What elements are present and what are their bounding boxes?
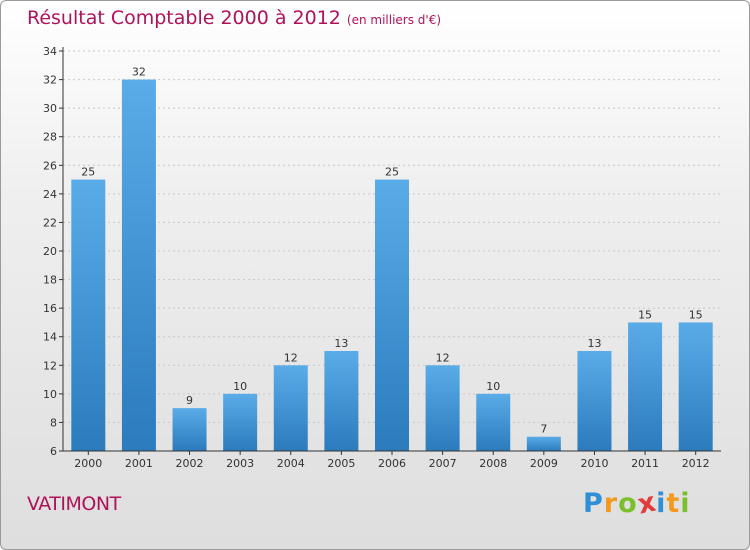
- y-tick-label: 8: [50, 416, 57, 429]
- x-tick-label: 2009: [530, 457, 558, 470]
- bar: [324, 351, 359, 451]
- x-tick-label: 2007: [429, 457, 457, 470]
- y-tick-label: 28: [43, 131, 57, 144]
- bar-value-label: 12: [284, 351, 298, 364]
- bar-value-label: 10: [233, 380, 247, 393]
- unit-label: (en milliers d'€): [346, 13, 442, 27]
- bar-value-label: 7: [540, 423, 547, 436]
- bar: [172, 408, 207, 451]
- bar-value-label: 32: [132, 66, 146, 79]
- logo-letter: i: [656, 488, 667, 519]
- bar: [678, 322, 713, 451]
- logo-letter: r: [603, 488, 619, 519]
- bar: [526, 436, 561, 451]
- bars: 25 32 9 10 12 13 25 12 10 7 13 15 15: [71, 66, 713, 452]
- bar-value-label: 13: [334, 337, 348, 350]
- logo-letter: o: [618, 488, 638, 519]
- y-tick-label: 30: [43, 102, 57, 115]
- bar-value-label: 25: [385, 166, 399, 179]
- y-tick-label: 10: [43, 388, 57, 401]
- x-tick-label: 2010: [580, 457, 608, 470]
- bar: [425, 365, 460, 451]
- y-tick-label: 18: [43, 274, 57, 287]
- bar: [121, 79, 156, 452]
- bar: [476, 393, 511, 451]
- x-tick-label: 2001: [125, 457, 153, 470]
- y-tick-label: 12: [43, 359, 57, 372]
- bar-value-label: 12: [436, 351, 450, 364]
- y-tick-label: 22: [43, 216, 57, 229]
- logo-letter: i: [680, 488, 691, 519]
- x-tick-label: 2005: [327, 457, 355, 470]
- y-tick-label: 34: [43, 45, 57, 58]
- bar-value-label: 13: [587, 337, 601, 350]
- chart-title-text: Résultat Comptable 2000 à 2012: [27, 7, 341, 29]
- x-tick-label: 2004: [277, 457, 305, 470]
- y-tick-label: 14: [43, 331, 57, 344]
- bar-value-label: 9: [186, 394, 193, 407]
- bar-value-label: 10: [486, 380, 500, 393]
- y-tick-label: 32: [43, 74, 57, 87]
- bar-value-label: 25: [81, 166, 95, 179]
- y-tick-label: 26: [43, 159, 57, 172]
- bar: [577, 351, 612, 451]
- logo-letter: P: [583, 488, 604, 519]
- y-tick-label: 24: [43, 188, 57, 201]
- x-tick-label: 2008: [479, 457, 507, 470]
- logo-letter: t: [666, 488, 681, 519]
- bar-value-label: 15: [638, 308, 652, 321]
- bar: [223, 393, 258, 451]
- bar: [71, 179, 106, 452]
- bar-value-label: 15: [689, 308, 703, 321]
- y-tick-label: 6: [50, 445, 57, 458]
- x-tick-label: 2003: [226, 457, 254, 470]
- bar: [628, 322, 663, 451]
- x-tick-label: 2006: [378, 457, 406, 470]
- x-tick-label: 2011: [631, 457, 659, 470]
- location-name: VATIMONT: [27, 493, 121, 515]
- x-tick-label: 2002: [176, 457, 204, 470]
- axes: 6 8 10 12 14 16 18 20 22 24 26 28 30 32 34 2000 2001 2002…: [43, 45, 721, 470]
- y-tick-label: 16: [43, 302, 57, 315]
- x-tick-label: 2000: [74, 457, 102, 470]
- chart-title: Résultat Comptable 2000 à 2012 (en millie…: [27, 7, 441, 29]
- proxiti-logo: Proxiti: [583, 486, 691, 520]
- bar: [273, 365, 308, 451]
- x-tick-label: 2012: [682, 457, 710, 470]
- bar: [375, 179, 409, 452]
- y-tick-label: 20: [43, 245, 57, 258]
